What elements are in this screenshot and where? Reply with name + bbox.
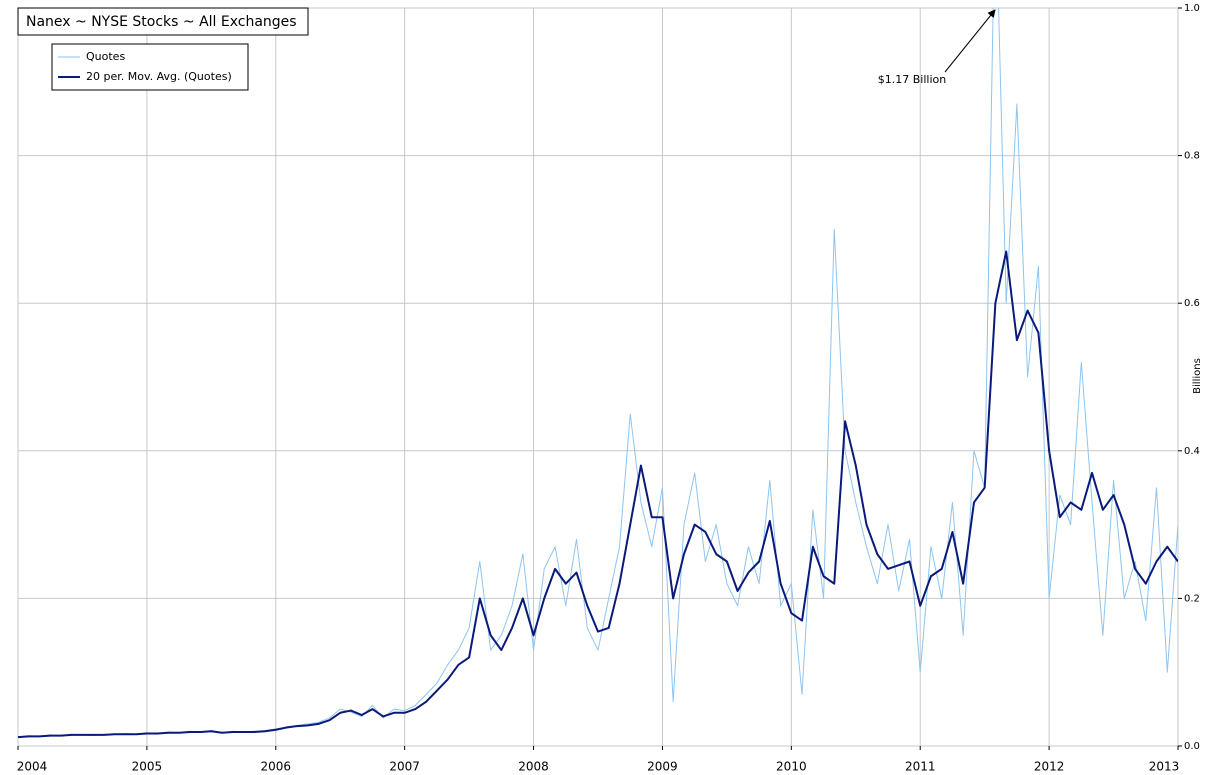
x-tick-label: 2011 (905, 760, 936, 774)
title-box (17, 7, 309, 36)
legend-label: 20 per. Mov. Avg. (Quotes) (86, 70, 232, 83)
x-tick-label: 2013 (1149, 760, 1180, 774)
x-tick-label: 2007 (389, 760, 420, 774)
plot-area (17, 7, 1179, 747)
series-line (18, 250, 1178, 739)
x-tick-label: 2009 (647, 760, 678, 774)
annotation-arrow (944, 9, 996, 73)
lines (18, 8, 1178, 739)
x-tick-label: 2010 (776, 760, 807, 774)
x-tick-label: 2005 (132, 760, 163, 774)
chart-title: Nanex ~ NYSE Stocks ~ All Exchanges (26, 14, 297, 30)
ticks: 0.0 0.2 0.4 0.6 0.8 1.0 2004 2005 2006 2007 2008 20… (17, 3, 1200, 774)
x-tick-label: 2004 (17, 760, 48, 774)
x-tick-label: 2008 (518, 760, 549, 774)
y-tick-label: 0.6 (1184, 298, 1200, 309)
legend-label: Quotes (86, 50, 125, 63)
y-tick-label: 1.0 (1184, 3, 1200, 14)
y-tick-label: 0.2 (1184, 593, 1200, 604)
legend-entries: Quotes 20 per. Mov. Avg. (Quotes) (58, 50, 232, 83)
y-tick-label: 0.0 (1184, 741, 1200, 752)
y-tick-label: 0.8 (1184, 151, 1200, 162)
x-tick-label: 2006 (261, 760, 292, 774)
annotation: $1.17 Billion (878, 73, 946, 86)
x-tick-label: 2012 (1034, 760, 1065, 774)
y-axis-label: Billions (1192, 358, 1203, 394)
legend (51, 43, 249, 91)
y-tick-label: 0.4 (1184, 446, 1200, 457)
